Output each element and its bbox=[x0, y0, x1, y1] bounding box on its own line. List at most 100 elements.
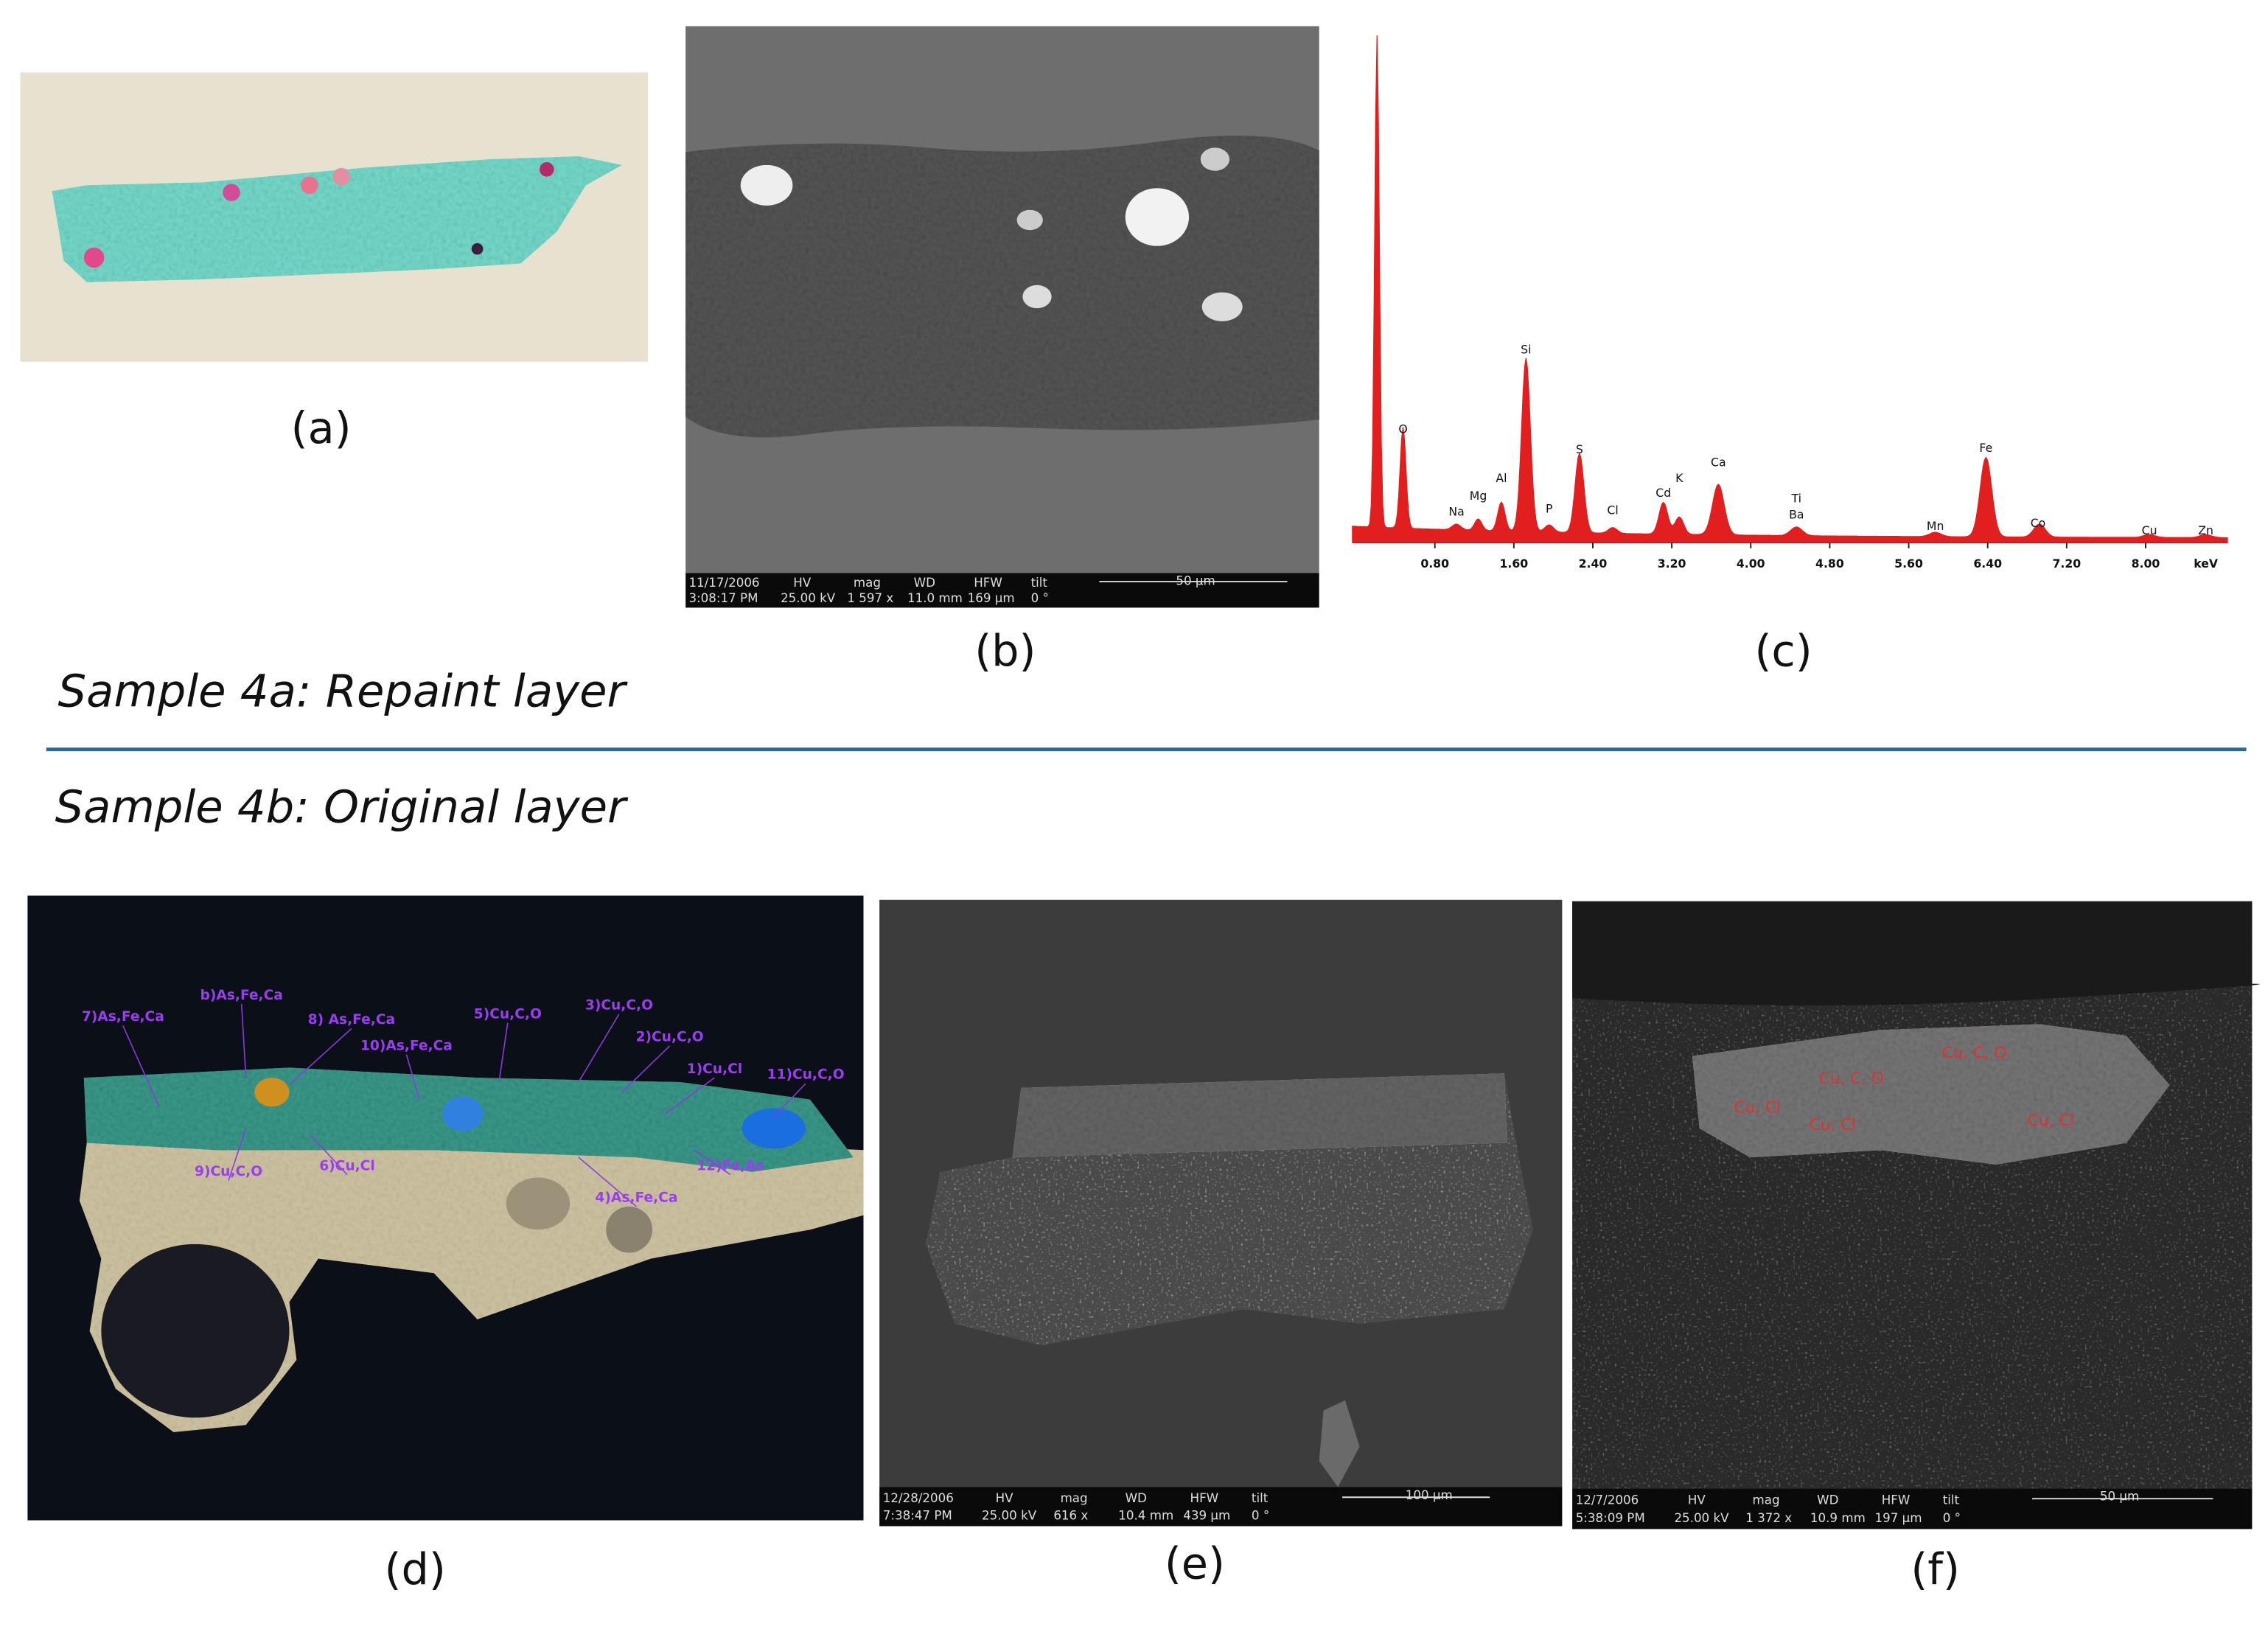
annotation: 5)Cu,C,O bbox=[474, 1006, 542, 1022]
peak-label: Ti bbox=[1791, 492, 1801, 506]
annotation-leader bbox=[240, 1004, 247, 1078]
annotation-leader bbox=[310, 1135, 348, 1176]
annotation: Cu, Cl bbox=[2028, 1112, 2075, 1130]
sem-databar-text: tilt bbox=[1031, 576, 1048, 590]
peak-label: Cu bbox=[2142, 523, 2157, 537]
panel-label: (c) bbox=[1754, 625, 1812, 676]
section-title: Sample 4a: Repaint layer bbox=[57, 666, 628, 718]
annotation: 1)Cu,Cl bbox=[687, 1061, 743, 1077]
annotation-leader bbox=[405, 1054, 420, 1100]
sem-databar-text: 7:38:47 PM bbox=[883, 1509, 952, 1523]
sem-databar-text: HV bbox=[793, 576, 812, 590]
annotation-leader bbox=[498, 1022, 509, 1083]
sem-databar-text: 100 µm bbox=[1406, 1488, 1453, 1502]
peak-label: Na bbox=[1448, 504, 1464, 518]
panel-b-image bbox=[685, 26, 1319, 608]
sem-databar-text: 3:08:17 PM bbox=[688, 591, 758, 605]
sem-databar-text: HFW bbox=[1190, 1491, 1219, 1505]
sem-databar-text: HV bbox=[1688, 1493, 1706, 1507]
axis-tick-label: 0.80 bbox=[1420, 557, 1449, 571]
peak-label: K bbox=[1675, 471, 1683, 485]
annotation-leader bbox=[578, 1014, 620, 1083]
sem-databar-text: mag bbox=[1061, 1491, 1088, 1505]
spectrum-curve bbox=[1352, 35, 2228, 543]
annotation-leader bbox=[665, 1077, 715, 1115]
sem-databar-text: HFW bbox=[974, 576, 1002, 590]
sem-databar-text: 169 µm bbox=[968, 591, 1015, 605]
peak-label: Cd bbox=[1655, 486, 1671, 500]
panel-a-image bbox=[20, 72, 649, 362]
sem-databar-text: 11/17/2006 bbox=[688, 576, 759, 590]
annotation-leader bbox=[228, 1128, 247, 1181]
axis-tick-label: 8.00 bbox=[2132, 557, 2160, 571]
sem-databar-text: WD bbox=[914, 576, 935, 590]
axis-tick-label: 6.40 bbox=[1973, 557, 2002, 571]
annotation: 9)Cu,C,O bbox=[195, 1164, 262, 1179]
axis-tick-label: 3.20 bbox=[1658, 557, 1686, 571]
sem-databar-text: 1 372 x bbox=[1745, 1511, 1792, 1525]
annotation: Cu, Cl bbox=[1810, 1116, 1857, 1134]
annotation-leader bbox=[621, 1045, 671, 1093]
peak-label: P bbox=[1546, 501, 1552, 515]
annotation: Cu, C, O bbox=[1942, 1044, 2007, 1062]
annotation: 12)Fe,As bbox=[697, 1158, 764, 1173]
panel-label: (b) bbox=[974, 625, 1036, 676]
annotation-leader bbox=[773, 1083, 806, 1117]
annotation: 4)As,Fe,Ca bbox=[595, 1190, 677, 1206]
annotation: 10)As,Fe,Ca bbox=[360, 1038, 453, 1053]
annotation: 8) As,Fe,Ca bbox=[308, 1012, 395, 1028]
sem-databar-text: 12/7/2006 bbox=[1576, 1493, 1639, 1507]
sem-databar-text: mag bbox=[854, 576, 881, 590]
sem-databar-text: HFW bbox=[1882, 1493, 1911, 1507]
annotation-leader bbox=[578, 1157, 637, 1207]
annotation-leader bbox=[694, 1149, 731, 1176]
panel-d-image bbox=[27, 895, 864, 1521]
peak-label: Zn bbox=[2198, 523, 2213, 537]
peak-label: Ba bbox=[1789, 507, 1804, 521]
annotation: b)As,Fe,Ca bbox=[200, 988, 283, 1003]
annotation-leader bbox=[122, 1025, 160, 1107]
sem-databar-text: 616 x bbox=[1053, 1509, 1088, 1523]
axis-tick-label: 1.60 bbox=[1499, 557, 1528, 571]
sem-databar-text: 0 ° bbox=[1252, 1509, 1269, 1523]
sem-databar-text: 50 µm bbox=[1176, 574, 1215, 588]
sem-databar-text: mag bbox=[1753, 1493, 1780, 1507]
annotation: 11)Cu,C,O bbox=[767, 1067, 845, 1083]
annotation: Cu, C, O bbox=[1819, 1070, 1884, 1088]
peak-label: Fe bbox=[1979, 441, 1992, 455]
annotation: 2)Cu,C,O bbox=[636, 1030, 704, 1045]
panel-label: (d) bbox=[385, 1543, 446, 1594]
sem-databar-text: 10.4 mm bbox=[1118, 1509, 1173, 1523]
sem-databar-text: 1 597 x bbox=[847, 591, 893, 605]
sem-databar-text: 197 µm bbox=[1875, 1511, 1922, 1525]
peak-label: Mg bbox=[1470, 489, 1487, 503]
panel-label: (f) bbox=[1911, 1543, 1960, 1594]
axis-tick-label: 2.40 bbox=[1579, 557, 1608, 571]
peak-label: S bbox=[1576, 442, 1583, 456]
sem-databar-text: 25.00 kV bbox=[982, 1509, 1037, 1523]
axis-tick-label: 7.20 bbox=[2052, 557, 2081, 571]
peak-label: Mn bbox=[1927, 519, 1944, 533]
peak-label: Al bbox=[1496, 471, 1507, 485]
annotation-leader bbox=[288, 1028, 352, 1086]
sem-databar-text: 0 ° bbox=[1031, 591, 1049, 605]
panel-f-image bbox=[1572, 901, 2260, 1529]
axis-tick-label: 4.00 bbox=[1737, 557, 1765, 571]
annotation: 7)As,Fe,Ca bbox=[82, 1009, 164, 1025]
axis-unit: keV bbox=[2194, 557, 2219, 571]
sem-databar-text: tilt bbox=[1252, 1491, 1269, 1505]
sem-databar-text: 25.00 kV bbox=[781, 591, 836, 605]
peak-label: O bbox=[1398, 422, 1407, 436]
section-title: Sample 4b: Original layer bbox=[55, 782, 629, 834]
panel-label: (a) bbox=[291, 402, 352, 453]
sem-databar-text: 439 µm bbox=[1183, 1509, 1230, 1523]
sem-databar-text: 0 ° bbox=[1943, 1511, 1961, 1525]
annotation: 3)Cu,C,O bbox=[585, 998, 653, 1014]
peak-label: Co bbox=[2031, 516, 2046, 530]
sem-databar-text: 5:38:09 PM bbox=[1576, 1511, 1645, 1525]
axis-tick-label: 4.80 bbox=[1815, 557, 1844, 571]
annotation: 6)Cu,Cl bbox=[319, 1158, 375, 1173]
